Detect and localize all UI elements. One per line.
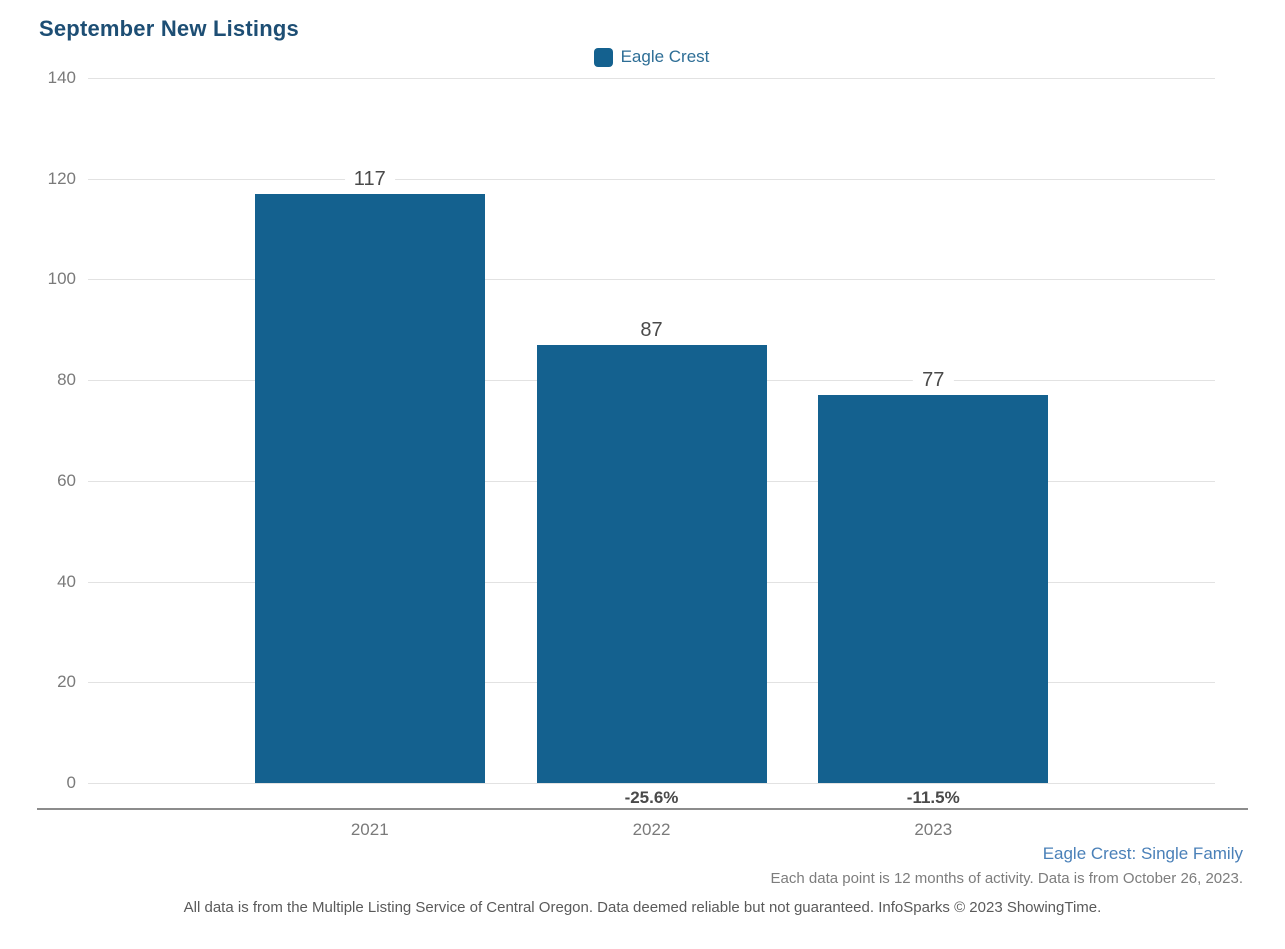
y-tick-label: 120 [47, 168, 76, 188]
disclaimer: All data is from the Multiple Listing Se… [183, 899, 1102, 916]
x-tick-label: 2021 [350, 820, 389, 839]
chart-title: September New Listings [39, 16, 299, 41]
bar-2023[interactable] [818, 395, 1049, 783]
gridline [88, 279, 1215, 281]
y-tick-label: 100 [47, 269, 76, 289]
x-tick-label: 2023 [914, 820, 953, 839]
bar-2021[interactable] [254, 193, 485, 783]
plot-area: 117 87 77 [88, 78, 1215, 784]
chart-legend: Eagle Crest [88, 44, 1215, 70]
y-tick-label: 0 [66, 773, 76, 792]
legend-item[interactable]: Eagle Crest [593, 47, 710, 67]
bar-value-label: 77 [913, 368, 954, 393]
gridline [88, 783, 1215, 784]
gridline [88, 78, 1215, 79]
legend-item-label: Eagle Crest [620, 47, 710, 66]
legend-swatch-icon [593, 47, 613, 67]
data-note: Each data point is 12 months of activity… [770, 870, 1243, 887]
y-tick-label: 80 [57, 370, 76, 390]
y-tick-label: 20 [57, 672, 76, 692]
series-caption: Eagle Crest: Single Family [1042, 844, 1243, 863]
x-tick-label: 2022 [632, 820, 671, 839]
y-tick-label: 40 [57, 571, 76, 591]
pct-change-label: -25.6% [624, 788, 679, 807]
x-axis-line [37, 808, 1248, 810]
bar-value-label: 87 [631, 317, 672, 342]
pct-change-label: -11.5% [906, 788, 960, 807]
bar-value-label: 117 [344, 166, 395, 191]
gridline [88, 178, 1215, 180]
bar-2022[interactable] [536, 344, 767, 783]
y-tick-label: 60 [57, 470, 76, 490]
y-tick-label: 140 [47, 68, 76, 87]
